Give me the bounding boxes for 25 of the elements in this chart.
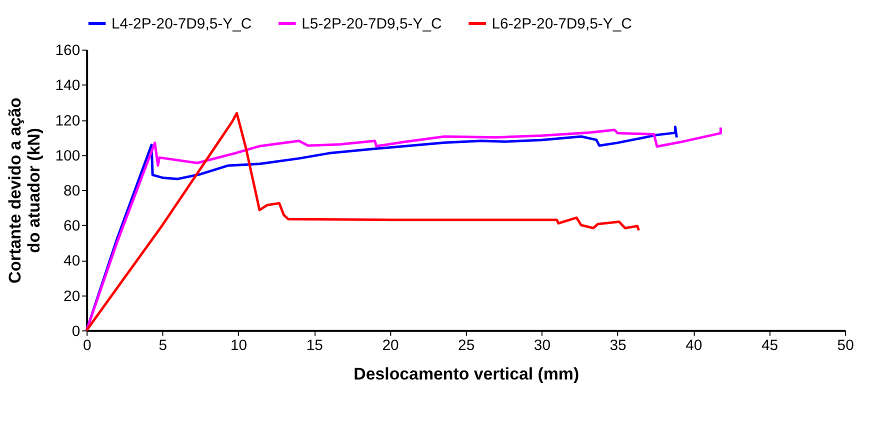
x-tick-label: 10: [230, 336, 248, 354]
y-axis-title: Cortante devido a ação do atuador (kN): [5, 98, 44, 284]
x-tick-label: 25: [458, 336, 475, 354]
legend-label: L4-2P-20-7D9,5-Y_C: [111, 16, 252, 33]
y-tick-label: 140: [55, 77, 80, 94]
y-tick-label: 80: [64, 182, 80, 200]
x-tick-label: 40: [686, 336, 702, 354]
y-tick-label: 160: [55, 42, 80, 60]
legend-label: L5-2P-20-7D9,5-Y_C: [302, 16, 442, 33]
x-tick-label: 45: [761, 336, 778, 354]
x-tick-label: 50: [837, 336, 854, 354]
x-tick-label: 20: [382, 336, 399, 354]
y-tick-label: 120: [55, 112, 80, 130]
legend-label: L6-2P-20-7D9,5-Y_C: [492, 16, 632, 33]
y-tick-label: 40: [64, 252, 80, 270]
y-tick-label: 100: [55, 147, 80, 164]
y-tick-label: 60: [64, 218, 80, 235]
x-axis-title: Deslocamento vertical (mm): [354, 364, 580, 384]
y-tick-label: 20: [64, 288, 80, 305]
x-tick-label: 35: [610, 336, 626, 354]
x-tick-label: 15: [306, 336, 323, 354]
x-tick-label: 0: [82, 336, 92, 354]
x-tick-label: 30: [534, 336, 551, 354]
x-tick-label: 5: [158, 336, 168, 354]
y-tick-label: 0: [72, 322, 80, 340]
